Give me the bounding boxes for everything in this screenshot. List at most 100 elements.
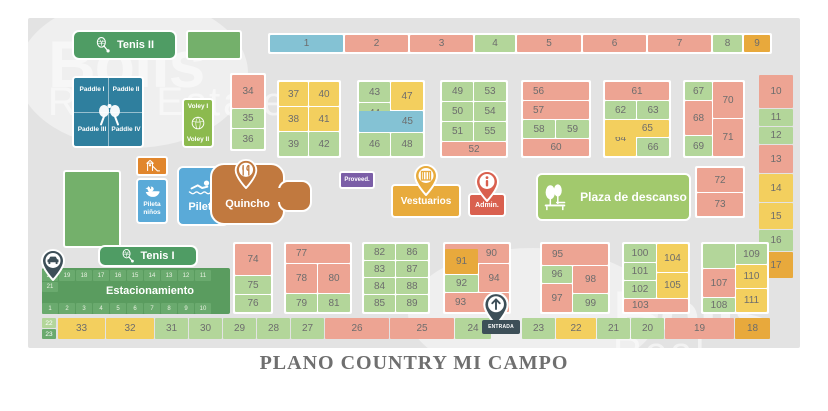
lot-23[interactable]: 23 bbox=[42, 329, 56, 339]
lot-80[interactable]: 80 bbox=[318, 264, 350, 293]
lot-103[interactable]: 103 bbox=[624, 299, 688, 312]
lot-81[interactable]: 81 bbox=[318, 294, 350, 312]
lot-69[interactable]: 69 bbox=[685, 136, 712, 156]
lot-83[interactable]: 83 bbox=[364, 261, 395, 277]
lot-66[interactable]: 66 bbox=[637, 138, 669, 156]
entrada-pin[interactable] bbox=[480, 292, 512, 326]
lot-23b[interactable]: 23 bbox=[522, 318, 555, 339]
lot-52[interactable]: 52 bbox=[442, 142, 506, 156]
lot-70[interactable]: 70 bbox=[713, 82, 743, 118]
lot-19[interactable]: 19 bbox=[665, 318, 734, 339]
lot-67[interactable]: 67 bbox=[685, 82, 712, 100]
lot-84[interactable]: 84 bbox=[364, 278, 395, 294]
lot-61[interactable]: 61 bbox=[605, 82, 669, 100]
lot-63[interactable]: 63 bbox=[637, 101, 669, 119]
lot-47[interactable]: 47 bbox=[391, 82, 423, 110]
parking-space[interactable]: 4 bbox=[93, 303, 109, 314]
parking-space[interactable]: 16 bbox=[110, 270, 126, 281]
lot-74[interactable]: 74 bbox=[235, 244, 271, 275]
amenity-tenis-2[interactable]: Tenis II bbox=[72, 30, 177, 60]
parking-space-21[interactable]: 21 bbox=[42, 282, 58, 292]
lot-28[interactable]: 28 bbox=[257, 318, 290, 339]
parking-space[interactable]: 12 bbox=[178, 270, 194, 281]
lot-26[interactable]: 26 bbox=[325, 318, 389, 339]
lot-20[interactable]: 20 bbox=[631, 318, 664, 339]
lot-105[interactable]: 105 bbox=[657, 273, 688, 298]
lot-79[interactable]: 79 bbox=[286, 294, 317, 312]
lot-56[interactable]: 56 bbox=[523, 82, 589, 100]
lot-101[interactable]: 101 bbox=[624, 263, 656, 280]
lot-41[interactable]: 41 bbox=[309, 107, 339, 131]
lot-2[interactable]: 2 bbox=[345, 35, 408, 52]
lot-37[interactable]: 37 bbox=[279, 82, 308, 106]
lot-73[interactable]: 73 bbox=[697, 193, 743, 216]
lot-4[interactable]: 4 bbox=[475, 35, 515, 52]
lot-21[interactable]: 21 bbox=[597, 318, 630, 339]
lot-50[interactable]: 50 bbox=[442, 102, 473, 121]
parking-space[interactable]: 5 bbox=[110, 303, 126, 314]
lot-106[interactable] bbox=[703, 244, 735, 268]
lot-46[interactable]: 46 bbox=[359, 133, 390, 156]
lot-35[interactable]: 35 bbox=[232, 109, 264, 128]
lot-104[interactable]: 104 bbox=[657, 244, 688, 272]
lot-31[interactable]: 31 bbox=[155, 318, 188, 339]
lot-86[interactable]: 86 bbox=[396, 244, 428, 260]
lot-15[interactable]: 15 bbox=[759, 203, 793, 229]
lot-82[interactable]: 82 bbox=[364, 244, 395, 260]
lot-110[interactable]: 110 bbox=[736, 265, 767, 288]
lot-71[interactable]: 71 bbox=[713, 119, 743, 156]
lot-45[interactable]: 45 bbox=[359, 111, 423, 132]
lot-33[interactable]: 33 bbox=[58, 318, 105, 339]
lot-49[interactable]: 49 bbox=[442, 82, 473, 101]
lot-6[interactable]: 6 bbox=[583, 35, 646, 52]
amenity-proveeduria[interactable]: Proveed. bbox=[339, 171, 375, 189]
parking-space[interactable]: 2 bbox=[59, 303, 75, 314]
parking-space[interactable]: 15 bbox=[127, 270, 143, 281]
lot-18[interactable]: 18 bbox=[735, 318, 770, 339]
parking-space[interactable]: 19 bbox=[59, 270, 75, 281]
lot-65[interactable]: 65 bbox=[605, 120, 669, 137]
lot-48[interactable]: 48 bbox=[391, 133, 423, 156]
amenity-pileta-ninos[interactable]: Pileta niños bbox=[136, 178, 168, 224]
lot-97[interactable]: 97 bbox=[542, 284, 572, 312]
parking-space[interactable]: 10 bbox=[195, 303, 211, 314]
lot-102[interactable]: 102 bbox=[624, 281, 656, 298]
lot-57[interactable]: 57 bbox=[523, 101, 589, 119]
amenity-paddle-courts[interactable]: Paddle I Paddle II Paddle III Paddle IV bbox=[72, 76, 144, 148]
lot-11[interactable]: 11 bbox=[759, 109, 793, 126]
lot-108[interactable]: 108 bbox=[703, 298, 735, 312]
amenity-plaza-descanso[interactable]: Plaza de descanso bbox=[536, 173, 691, 221]
lot-55[interactable]: 55 bbox=[474, 122, 506, 141]
lot-34[interactable]: 34 bbox=[232, 75, 264, 108]
lot-107[interactable]: 107 bbox=[703, 269, 735, 297]
lot-7[interactable]: 7 bbox=[648, 35, 711, 52]
lot-8[interactable]: 8 bbox=[713, 35, 742, 52]
lot-77[interactable]: 77 bbox=[286, 244, 350, 263]
lot-60[interactable]: 60 bbox=[523, 139, 589, 156]
lot-87[interactable]: 87 bbox=[396, 261, 428, 277]
lot-13[interactable]: 13 bbox=[759, 145, 793, 173]
parking-space[interactable]: 6 bbox=[127, 303, 143, 314]
parking-space[interactable]: 14 bbox=[144, 270, 160, 281]
lot-100[interactable]: 100 bbox=[624, 244, 656, 262]
parking-space[interactable]: 13 bbox=[161, 270, 177, 281]
amenity-voley-courts[interactable]: Voley I Voley II bbox=[182, 98, 214, 148]
amenity-playground[interactable] bbox=[136, 156, 168, 176]
lot-54[interactable]: 54 bbox=[474, 102, 506, 121]
lot-43[interactable]: 43 bbox=[359, 82, 390, 102]
lot-36[interactable]: 36 bbox=[232, 129, 264, 149]
lot-92[interactable]: 92 bbox=[445, 275, 478, 292]
lot-96[interactable]: 96 bbox=[542, 266, 572, 283]
lot-94[interactable]: 94 bbox=[479, 264, 509, 292]
lot-42[interactable]: 42 bbox=[309, 132, 339, 156]
lot-9[interactable]: 9 bbox=[744, 35, 770, 52]
parking-space[interactable]: 7 bbox=[144, 303, 160, 314]
lot-99[interactable]: 99 bbox=[573, 294, 608, 312]
parking-space[interactable]: 11 bbox=[195, 270, 211, 281]
amenity-tenis-1[interactable]: Tenis I bbox=[98, 245, 198, 267]
lot-59[interactable]: 59 bbox=[556, 120, 589, 138]
lot-25[interactable]: 25 bbox=[390, 318, 454, 339]
lot-5[interactable]: 5 bbox=[517, 35, 581, 52]
lot-78[interactable]: 78 bbox=[286, 264, 317, 293]
parking-space[interactable]: 8 bbox=[161, 303, 177, 314]
